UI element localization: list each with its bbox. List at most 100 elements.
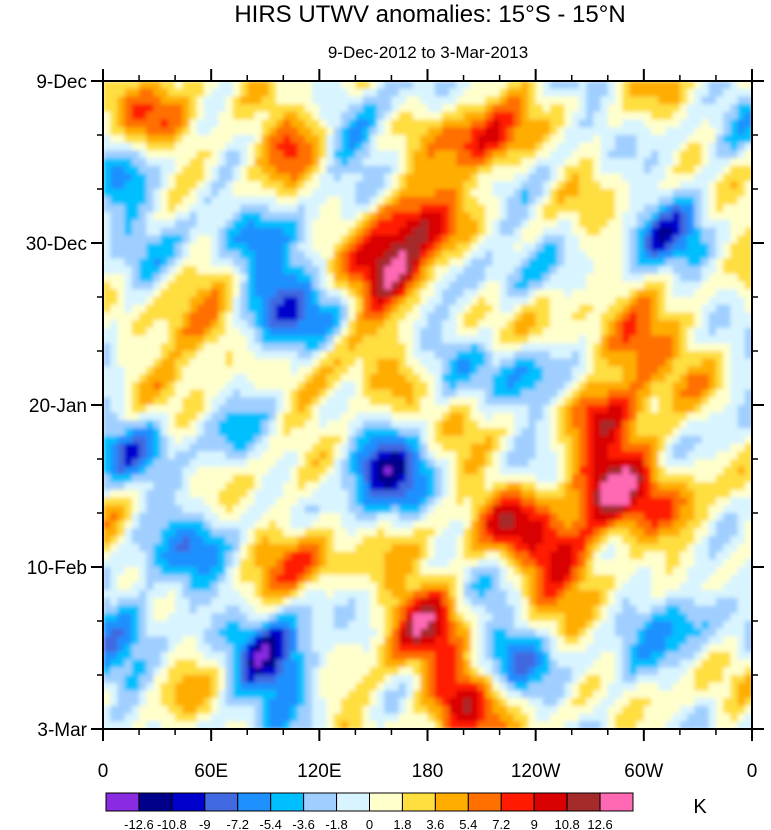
heatmap-cell bbox=[146, 497, 155, 506]
heatmap-cell bbox=[658, 474, 667, 483]
heatmap-cell bbox=[506, 127, 515, 136]
heatmap-cell bbox=[362, 119, 371, 128]
heatmap-cell bbox=[103, 104, 111, 113]
heatmap-cell bbox=[175, 428, 183, 437]
heatmap-cell bbox=[687, 428, 695, 437]
heatmap-cell bbox=[218, 343, 227, 352]
heatmap-cell bbox=[550, 150, 558, 159]
heatmap-cell bbox=[225, 474, 234, 483]
heatmap-cell bbox=[232, 258, 241, 267]
heatmap-cell bbox=[247, 482, 256, 491]
heatmap-cell bbox=[167, 181, 176, 190]
heatmap-cell bbox=[614, 104, 623, 113]
heatmap-cell bbox=[225, 235, 234, 244]
heatmap-cell bbox=[658, 459, 667, 468]
heatmap-cell bbox=[261, 489, 270, 499]
heatmap-cell bbox=[340, 459, 349, 468]
heatmap-cell bbox=[600, 250, 609, 260]
heatmap-cell bbox=[261, 374, 270, 383]
heatmap-cell bbox=[312, 297, 320, 306]
heatmap-cell bbox=[535, 489, 544, 499]
heatmap-cell bbox=[723, 127, 731, 136]
heatmap-cell bbox=[304, 482, 313, 491]
heatmap-cell bbox=[103, 351, 111, 360]
heatmap-cell bbox=[470, 389, 479, 398]
heatmap-cell bbox=[319, 374, 328, 383]
heatmap-cell bbox=[492, 466, 501, 476]
heatmap-cell bbox=[182, 389, 191, 398]
heatmap-cell bbox=[369, 165, 378, 175]
heatmap-cell bbox=[160, 320, 169, 329]
heatmap-cell bbox=[492, 435, 501, 445]
heatmap-cell bbox=[103, 366, 111, 375]
heatmap-cell bbox=[485, 235, 493, 244]
heatmap-cell bbox=[614, 281, 623, 290]
heatmap-cell bbox=[167, 111, 176, 121]
heatmap-cell bbox=[694, 150, 703, 159]
heatmap-cell bbox=[268, 435, 277, 445]
heatmap-cell bbox=[175, 135, 183, 144]
heatmap-cell bbox=[182, 104, 191, 113]
heatmap-cell bbox=[304, 297, 313, 306]
heatmap-cell bbox=[427, 196, 436, 206]
heatmap-cell bbox=[578, 119, 587, 128]
heatmap-cell bbox=[369, 135, 378, 144]
heatmap-cell bbox=[377, 351, 385, 360]
heatmap-cell bbox=[542, 204, 551, 213]
heatmap-cell bbox=[139, 320, 147, 329]
chart-title: HIRS UTWV anomalies: 15°S - 15°N bbox=[234, 1, 625, 28]
heatmap-cell bbox=[542, 374, 551, 383]
heatmap-cell bbox=[456, 158, 465, 167]
heatmap-cell bbox=[593, 96, 602, 105]
heatmap-cell bbox=[622, 189, 631, 198]
heatmap-cell bbox=[571, 111, 580, 121]
heatmap-cell bbox=[232, 389, 241, 398]
heatmap-cell bbox=[398, 235, 407, 244]
heatmap-cell bbox=[456, 366, 465, 375]
heatmap-cell bbox=[319, 489, 328, 499]
heatmap-cell bbox=[737, 119, 746, 128]
heatmap-cell bbox=[139, 366, 147, 375]
heatmap-cell bbox=[117, 312, 126, 321]
heatmap-cell bbox=[427, 96, 436, 105]
heatmap-cell bbox=[492, 88, 501, 98]
heatmap-cell bbox=[622, 327, 631, 337]
heatmap-cell bbox=[571, 289, 580, 298]
heatmap-cell bbox=[146, 281, 155, 290]
heatmap-cell bbox=[521, 88, 530, 98]
heatmap-cell bbox=[362, 451, 371, 460]
heatmap-cell bbox=[319, 351, 328, 360]
heatmap-cell bbox=[247, 119, 256, 128]
heatmap-cell bbox=[499, 374, 508, 383]
heatmap-cell bbox=[369, 366, 378, 375]
heatmap-cell bbox=[290, 142, 299, 152]
heatmap-cell bbox=[470, 435, 479, 445]
heatmap-cell bbox=[146, 273, 155, 283]
heatmap-cell bbox=[687, 127, 695, 136]
heatmap-cell bbox=[499, 212, 508, 221]
heatmap-cell bbox=[254, 420, 263, 429]
heatmap-cell bbox=[593, 335, 602, 344]
heatmap-cell bbox=[362, 289, 371, 298]
heatmap-cell bbox=[117, 435, 126, 445]
heatmap-cell bbox=[694, 320, 703, 329]
heatmap-cell bbox=[326, 119, 335, 128]
heatmap-cell bbox=[557, 150, 566, 159]
heatmap-cell bbox=[708, 497, 717, 506]
heatmap-cell bbox=[420, 459, 429, 468]
heatmap-cell bbox=[218, 96, 227, 105]
heatmap-cell bbox=[708, 273, 717, 283]
heatmap-cell bbox=[622, 459, 631, 468]
heatmap-cell bbox=[593, 189, 602, 198]
heatmap-cell bbox=[506, 335, 515, 344]
heatmap-cell bbox=[737, 320, 746, 329]
heatmap-cell bbox=[586, 405, 594, 414]
heatmap-cell bbox=[550, 96, 558, 105]
heatmap-cell bbox=[535, 88, 544, 98]
heatmap-cell bbox=[730, 88, 739, 98]
heatmap-cell bbox=[369, 351, 378, 360]
heatmap-cell bbox=[362, 482, 371, 491]
heatmap-cell bbox=[477, 142, 486, 152]
heatmap-cell bbox=[348, 81, 356, 90]
heatmap-cell bbox=[139, 451, 147, 460]
